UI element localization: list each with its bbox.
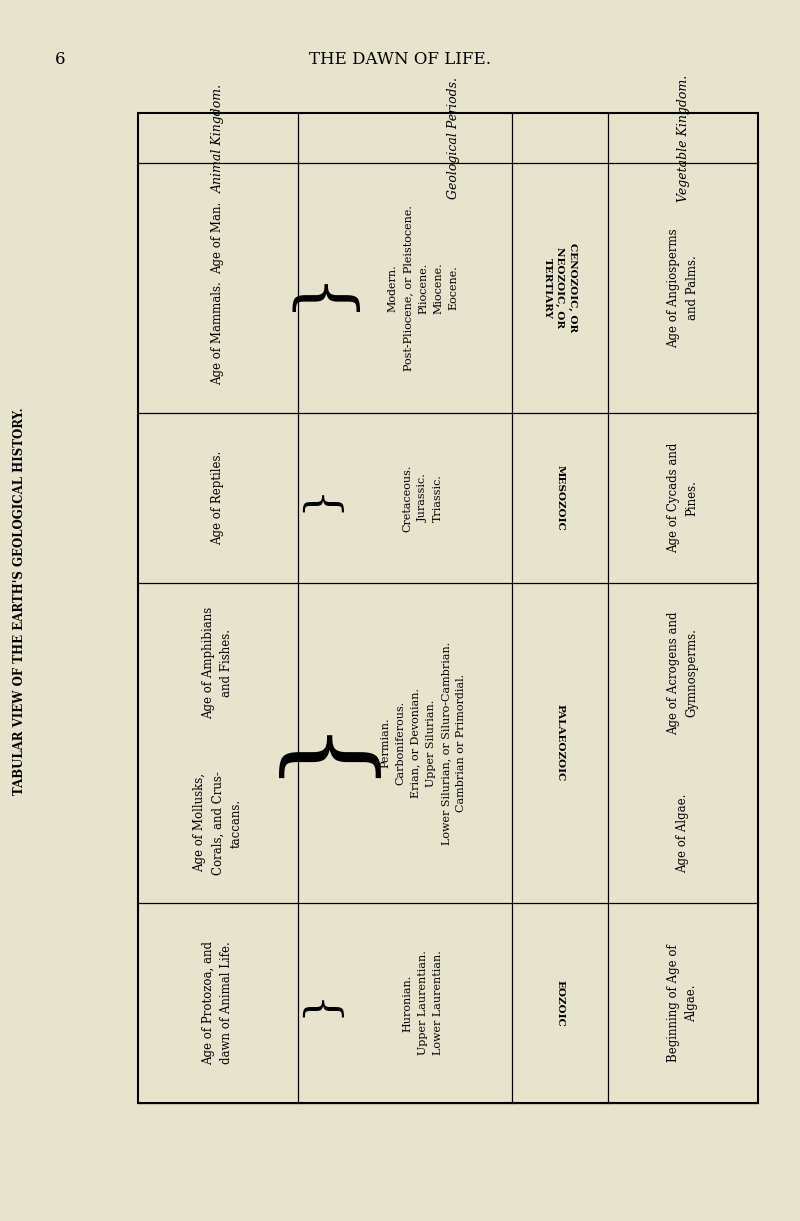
Text: }: } <box>266 708 374 778</box>
Text: TABULAR VIEW OF THE EARTH'S GEOLOGICAL HISTORY.: TABULAR VIEW OF THE EARTH'S GEOLOGICAL H… <box>14 407 26 795</box>
Text: EOZOIC: EOZOIC <box>555 979 565 1027</box>
Text: Age of Amphibians
and Fishes.: Age of Amphibians and Fishes. <box>202 607 234 719</box>
Text: Age of Cycads and
Pines.: Age of Cycads and Pines. <box>667 443 698 553</box>
Text: Age of Acrogens and
Gymnosperms.: Age of Acrogens and Gymnosperms. <box>667 612 698 735</box>
Text: THE DAWN OF LIFE.: THE DAWN OF LIFE. <box>309 51 491 68</box>
Text: }: } <box>298 484 342 512</box>
Text: Modern.
Post-Pliocene, or Pleistocene.
Pliocene.
Miocene.
Eocene.: Modern. Post-Pliocene, or Pleistocene. P… <box>388 205 458 371</box>
Text: Age of Algae.: Age of Algae. <box>677 794 690 873</box>
Text: Permian.
Carboniferous.
Erian, or Devonian.
Upper Silurian.
Lower Silurian, or S: Permian. Carboniferous. Erian, or Devoni… <box>380 641 466 845</box>
Text: Age of Mammals.: Age of Mammals. <box>211 281 225 385</box>
Text: Age of Man.: Age of Man. <box>211 201 225 275</box>
Text: Age of Angiosperms
and Palms.: Age of Angiosperms and Palms. <box>667 228 698 348</box>
Text: CENOZOIC, OR
NEOZOIC, OR
TERTIARY: CENOZOIC, OR NEOZOIC, OR TERTIARY <box>543 243 577 332</box>
Text: Age of Reptiles.: Age of Reptiles. <box>211 451 225 545</box>
Text: Geological Periods.: Geological Periods. <box>446 77 459 199</box>
Text: PALAEOZOIC: PALAEOZOIC <box>555 705 565 781</box>
Text: Cretaceous.
Jurassic.
Triassic.: Cretaceous. Jurassic. Triassic. <box>403 464 443 531</box>
Text: MESOZOIC: MESOZOIC <box>555 465 565 531</box>
Text: Animal Kingdom.: Animal Kingdom. <box>211 83 225 193</box>
Text: 6: 6 <box>55 51 66 68</box>
Text: Vegetable Kingdom.: Vegetable Kingdom. <box>677 74 690 201</box>
Text: }: } <box>298 989 342 1017</box>
Text: Beginning of Age of
Algae.: Beginning of Age of Algae. <box>667 944 698 1062</box>
Text: }: } <box>285 265 355 311</box>
Text: Age of Mollusks,
Corals, and Crus-
taccans.: Age of Mollusks, Corals, and Crus- tacca… <box>194 772 242 875</box>
Bar <box>138 114 758 1103</box>
Text: Huronian.
Upper Laurentian.
Lower Laurentian.: Huronian. Upper Laurentian. Lower Lauren… <box>403 951 443 1055</box>
Text: Age of Protozoa, and
dawn of Animal Life.: Age of Protozoa, and dawn of Animal Life… <box>202 941 234 1065</box>
